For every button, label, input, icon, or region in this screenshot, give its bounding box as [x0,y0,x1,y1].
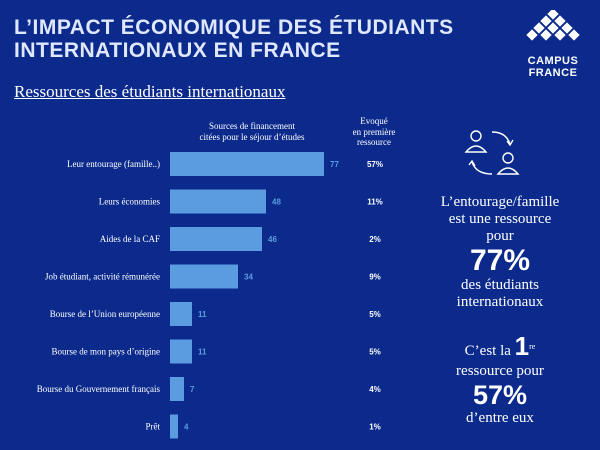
side-text-2-line-2: ressource pour [456,363,544,379]
category-label: Bourse de mon pays d’origine [52,347,160,357]
first-resource-share-value: 57% [472,380,528,410]
first-resource-value: 57% [367,160,383,169]
diamond-grid-icon [526,8,580,41]
logo-line-1: CAMPUS [527,55,579,67]
first-resource-highlight-panel: C’est la 1re ressource pour 57% d’entre … [410,331,590,427]
sources-column-header: Sources de financement citées pour le sé… [172,121,332,142]
side-text-1-line-2: est une ressource [448,211,552,227]
side-text-2-pre: C’est la [464,343,511,359]
category-label: Bourse du Gouvernement français [37,384,161,394]
bar [170,377,184,401]
value-label: 11 [198,348,207,357]
value-label: 11 [198,310,207,319]
people-exchange-icon [464,130,520,175]
first-header-line-3: ressource [357,137,391,147]
rank-superscript: re [529,342,536,351]
side-text-1-line-4: des étudiants [461,277,539,293]
first-resource-value: 5% [369,310,381,319]
value-label: 46 [268,235,277,244]
first-resource-value: 9% [369,273,381,282]
first-resource-value: 1% [369,423,381,432]
campus-france-logo: CAMPUS FRANCE [518,8,588,79]
side-text-2-line-3: d’entre eux [466,410,534,426]
first-resource-value: 11% [367,198,383,207]
category-label: Aides de la CAF [100,234,160,244]
category-label: Leurs économies [99,197,161,207]
category-label: Prêt [146,422,161,432]
chart-subtitle: Ressources des étudiants internationaux [14,82,286,101]
page-title: L’IMPACT ÉCONOMIQUE DES ÉTUDIANTS INTERN… [14,16,454,62]
bar [170,264,238,289]
first-resource-column-header: Evoqué en première ressource [338,116,410,148]
logo-line-2: FRANCE [528,67,578,79]
sources-header-line-2: citées pour le séjour d’études [199,131,305,142]
bar [170,339,192,364]
side-text-1-line-1: L’entourage/famille [440,194,560,210]
family-highlight-panel: L’entourage/famille est une ressource po… [410,194,590,311]
first-resource-value: 5% [369,348,381,357]
bar [170,152,324,176]
title-line-1: L’IMPACT ÉCONOMIQUE DES ÉTUDIANTS [14,16,454,39]
bar [170,302,192,326]
value-label: 77 [330,160,339,169]
family-share-value: 77% [469,244,531,277]
value-label: 34 [244,273,253,282]
side-text-1-line-5: internationaux [456,294,544,310]
first-resource-value: 2% [369,235,381,244]
logo-text: CAMPUS FRANCE [518,55,588,79]
bar [170,189,266,214]
first-header-line-1: Evoqué [360,116,388,126]
category-label: Leur entourage (famille..) [67,159,160,169]
category-label: Bourse de l’Union européenne [50,309,160,319]
sources-header-line-1: Sources de financement [209,121,295,131]
first-header-line-2: en première [352,126,396,137]
bar [170,227,262,251]
title-line-2: INTERNATIONAUX EN FRANCE [14,39,341,62]
side-text-1-line-3: pour [486,228,514,244]
value-label: 7 [190,385,195,394]
first-resource-value: 4% [369,385,381,394]
rank-number: 1 [514,331,530,361]
value-label: 4 [184,423,189,432]
bar [170,414,178,439]
category-label: Job étudiant, activité rémunérée [45,272,160,282]
value-label: 48 [272,198,281,207]
